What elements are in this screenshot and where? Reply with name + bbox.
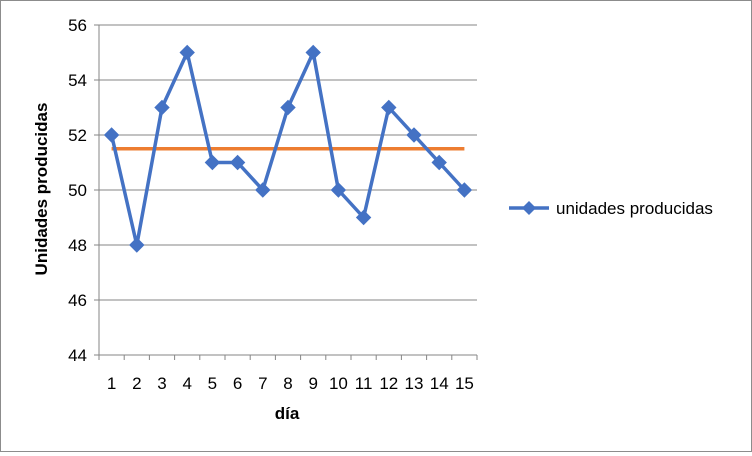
y-tick-label: 50 [68,181,87,200]
data-point [330,182,347,198]
series-group [103,44,473,253]
data-point [255,182,271,198]
data-point [204,154,221,171]
y-tick-label: 52 [68,126,87,145]
y-axis-title: Unidades producidas [32,103,51,276]
data-point [179,44,195,61]
x-tick-label: 10 [329,374,348,393]
data-point [280,99,296,116]
y-tick-label: 56 [68,16,87,35]
x-axis-title: día [275,404,300,423]
y-tick-label: 48 [68,236,87,255]
x-tick-labels: 1 2 3 4 5 6 7 8 9 10 11 12 13 14 15 [107,374,474,393]
data-point [456,182,473,198]
x-tick-label: 13 [405,374,424,393]
legend: unidades producidas [509,199,713,218]
x-tick-label: 8 [283,374,292,393]
x-tick-label: 4 [182,374,191,393]
x-tick-label: 2 [132,374,141,393]
legend-marker [522,201,536,215]
y-tick-label: 54 [68,71,87,90]
x-tick-label: 9 [308,374,317,393]
data-point [406,127,422,143]
x-tick-label: 5 [208,374,217,393]
legend-label: unidades producidas [556,199,713,218]
data-point [229,154,246,171]
x-tick-label: 3 [157,374,166,393]
x-tick-label: 15 [455,374,474,393]
data-point [154,99,170,116]
data-point [355,209,372,226]
data-point [381,99,397,116]
data-point [103,127,120,143]
x-tick-label: 14 [430,374,449,393]
data-point [305,44,321,61]
gridlines [94,24,478,360]
x-tick-label: 11 [355,374,373,393]
data-point [431,154,447,171]
y-tick-label: 44 [68,346,87,365]
x-tick-label: 7 [258,374,267,393]
x-tick-label: 1 [107,374,116,393]
x-tick-label: 12 [379,374,398,393]
x-tick-label: 6 [233,374,242,393]
data-point [129,237,145,253]
y-tick-labels: 44 46 48 50 52 54 56 [68,16,87,365]
y-tick-label: 46 [68,291,87,310]
